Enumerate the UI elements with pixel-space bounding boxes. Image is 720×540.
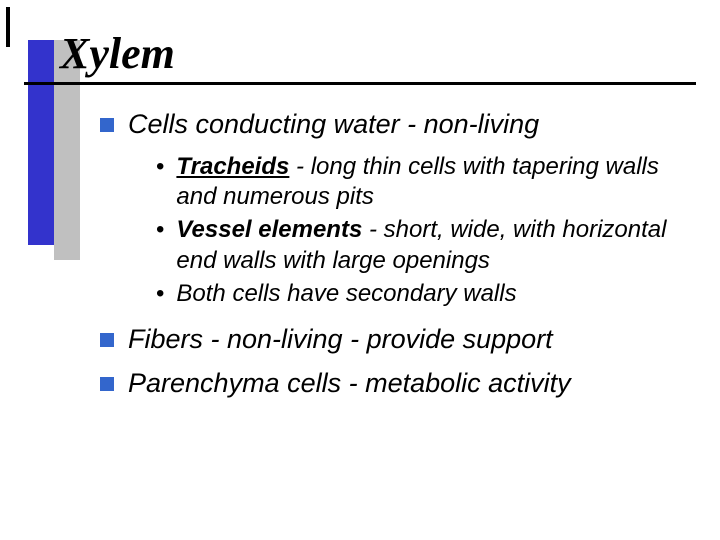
bullet-item: Cells conducting water - non-living bbox=[100, 108, 690, 142]
sub-list: • Tracheids - long thin cells with taper… bbox=[156, 152, 690, 310]
sub-text: Vessel elements - short, wide, with hori… bbox=[176, 215, 690, 276]
slide: Xylem Cells conducting water - non-livin… bbox=[0, 0, 720, 540]
bullet-item: Parenchyma cells - metabolic activity bbox=[100, 367, 690, 401]
slide-body: Cells conducting water - non-living • Tr… bbox=[100, 108, 690, 411]
dot-bullet-icon: • bbox=[156, 152, 164, 182]
square-bullet-icon bbox=[100, 118, 114, 132]
bullet-text: Fibers - non-living - provide support bbox=[128, 323, 553, 357]
bullet-text: Parenchyma cells - metabolic activity bbox=[128, 367, 571, 401]
sub-item: • Vessel elements - short, wide, with ho… bbox=[156, 215, 690, 276]
dot-bullet-icon: • bbox=[156, 279, 164, 309]
term: Tracheids bbox=[176, 153, 289, 180]
title-underline bbox=[24, 82, 696, 85]
dot-bullet-icon: • bbox=[156, 215, 164, 245]
sub-item: • Both cells have secondary walls bbox=[156, 279, 690, 310]
sub-text: Both cells have secondary walls bbox=[176, 279, 516, 310]
bullet-text: Cells conducting water - non-living bbox=[128, 108, 539, 142]
sidebar-blue bbox=[28, 40, 54, 245]
sub-item: • Tracheids - long thin cells with taper… bbox=[156, 152, 690, 213]
term-rest: Both cells have secondary walls bbox=[176, 280, 516, 307]
slide-title: Xylem bbox=[60, 28, 175, 79]
bullet-item: Fibers - non-living - provide support bbox=[100, 323, 690, 357]
decoration-line bbox=[6, 7, 10, 47]
square-bullet-icon bbox=[100, 333, 114, 347]
term: Vessel elements bbox=[176, 216, 362, 243]
sub-text: Tracheids - long thin cells with taperin… bbox=[176, 152, 690, 213]
square-bullet-icon bbox=[100, 377, 114, 391]
